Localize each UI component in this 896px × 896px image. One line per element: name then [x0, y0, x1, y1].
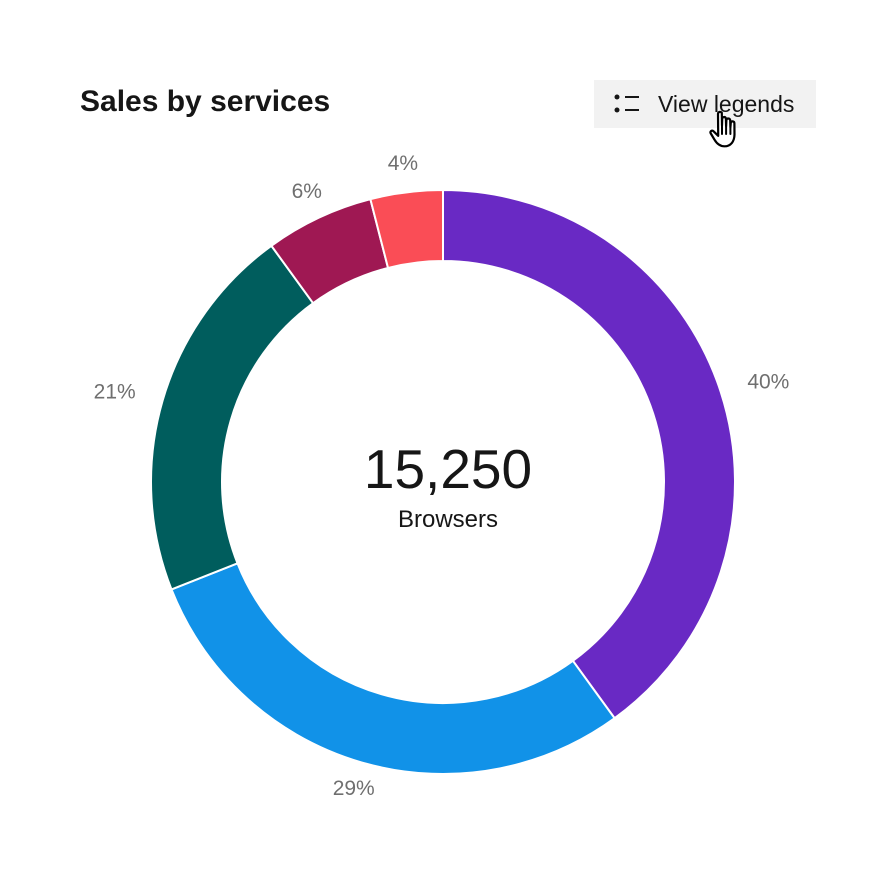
donut-slice-40-percent: [442, 189, 736, 720]
donut-slices: [150, 189, 736, 775]
chart-title: Sales by services: [80, 85, 331, 118]
slice-label-40-percent: 40%: [747, 371, 789, 394]
donut-slice-21-percent: [150, 244, 315, 591]
view-legends-button[interactable]: View legends: [594, 80, 816, 128]
slice-label-21-percent: 21%: [94, 380, 136, 403]
slice-label-29-percent: 29%: [333, 777, 375, 800]
center-total-label: Browsers: [397, 506, 499, 533]
donut-slice-29-percent: [170, 562, 616, 775]
donut-slice-4-percent: [369, 189, 444, 269]
slice-label-4-percent: 4%: [388, 152, 418, 175]
view-legends-label: View legends: [658, 90, 795, 117]
slice-label-6-percent: 6%: [292, 180, 322, 203]
slice-labels: 40% 29% 21% 6% 4%: [94, 152, 790, 800]
center-total-value: 15,250: [363, 438, 533, 500]
list-icon: [614, 94, 639, 113]
